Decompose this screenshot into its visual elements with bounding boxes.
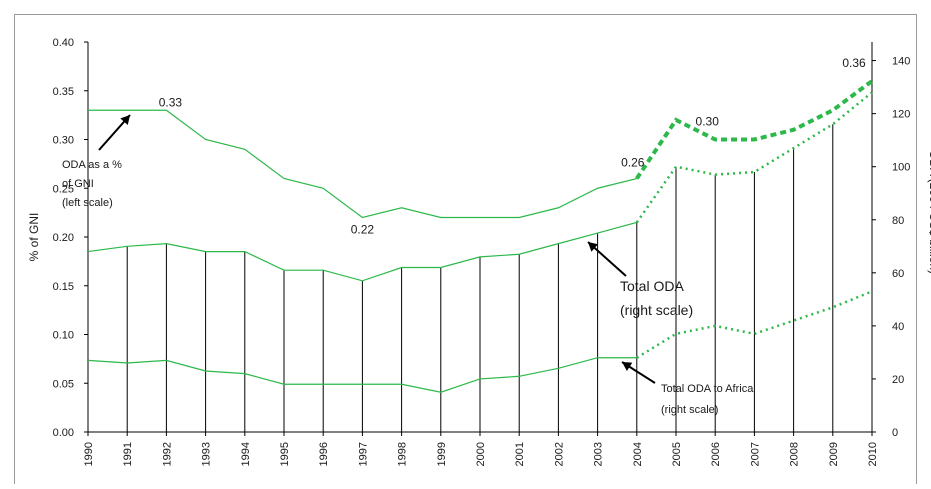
right-tick-label: 120 [892,109,910,121]
oda-gni-line-actual [88,109,637,219]
annotation-total-oda: Total ODA [620,278,684,294]
right-axis-title: ODA (2004 US$ billion) [927,150,931,274]
annotation-oda-gni: ODA as a % [62,159,122,171]
x-tick-label: 2009 [828,442,840,466]
data-label: 0.36 [842,56,866,70]
right-tick-label: 60 [892,268,904,280]
annotation-africa: Total ODA to Africa [661,383,754,395]
x-tick-label: 1995 [279,442,291,466]
x-tick-label: 2007 [749,442,761,466]
arrow-total-oda-head [588,242,599,252]
annotation-total-oda: (right scale) [620,302,693,318]
x-tick-label: 1994 [240,442,252,466]
x-tick-label: 1990 [83,442,95,466]
data-label: 0.30 [696,115,720,129]
oda-gni-line-projected [635,79,874,180]
left-tick-label: 0.05 [53,378,74,390]
right-tick-label: 80 [892,215,904,227]
x-tick-label: 1992 [161,442,173,466]
left-tick-label: 0.40 [53,37,74,49]
chart-frame [14,14,917,485]
left-tick-label: 0.20 [53,232,74,244]
data-label: 0.33 [159,95,183,109]
x-tick-label: 2006 [710,442,722,466]
x-tick-label: 2010 [867,442,879,466]
x-tick-label: 2002 [553,442,565,466]
total-oda-line-actual [87,221,637,282]
left-tick-label: 0.30 [53,135,74,147]
x-tick-label: 1996 [318,442,330,466]
arrow-oda-gni-head [120,115,130,126]
x-tick-label: 1997 [357,442,369,466]
x-tick-label: 2000 [475,442,487,466]
left-tick-label: 0.10 [53,330,74,342]
x-tick-label: 1998 [397,442,409,466]
oda-africa-line-actual [87,357,637,393]
x-tick-label: 2003 [593,442,605,466]
right-tick-label: 100 [892,162,910,174]
x-tick-label: 2004 [632,442,644,466]
annotation-oda-gni: (left scale) [62,197,113,209]
data-label: 0.26 [621,156,645,170]
annotation-africa: (right scale) [661,404,718,416]
x-tick-label: 2001 [514,442,526,466]
x-tick-label: 1999 [436,442,448,466]
right-tick-label: 0 [892,427,898,439]
left-axis-title: % of GNI [27,213,41,262]
left-tick-label: 0.25 [53,183,74,195]
data-label: 0.22 [351,223,375,237]
right-tick-label: 40 [892,321,904,333]
annotation-oda-gni: of GNI [62,178,94,190]
right-tick-label: 20 [892,374,904,386]
left-tick-label: 0.15 [53,281,74,293]
right-tick-label: 140 [892,56,910,68]
x-tick-label: 2008 [789,442,801,466]
x-tick-label: 2005 [671,442,683,466]
x-tick-label: 1993 [201,442,213,466]
x-tick-label: 1991 [122,442,134,466]
arrow-africa-head [622,362,633,372]
left-tick-label: 0.35 [53,86,74,98]
left-tick-label: 0.00 [53,427,74,439]
